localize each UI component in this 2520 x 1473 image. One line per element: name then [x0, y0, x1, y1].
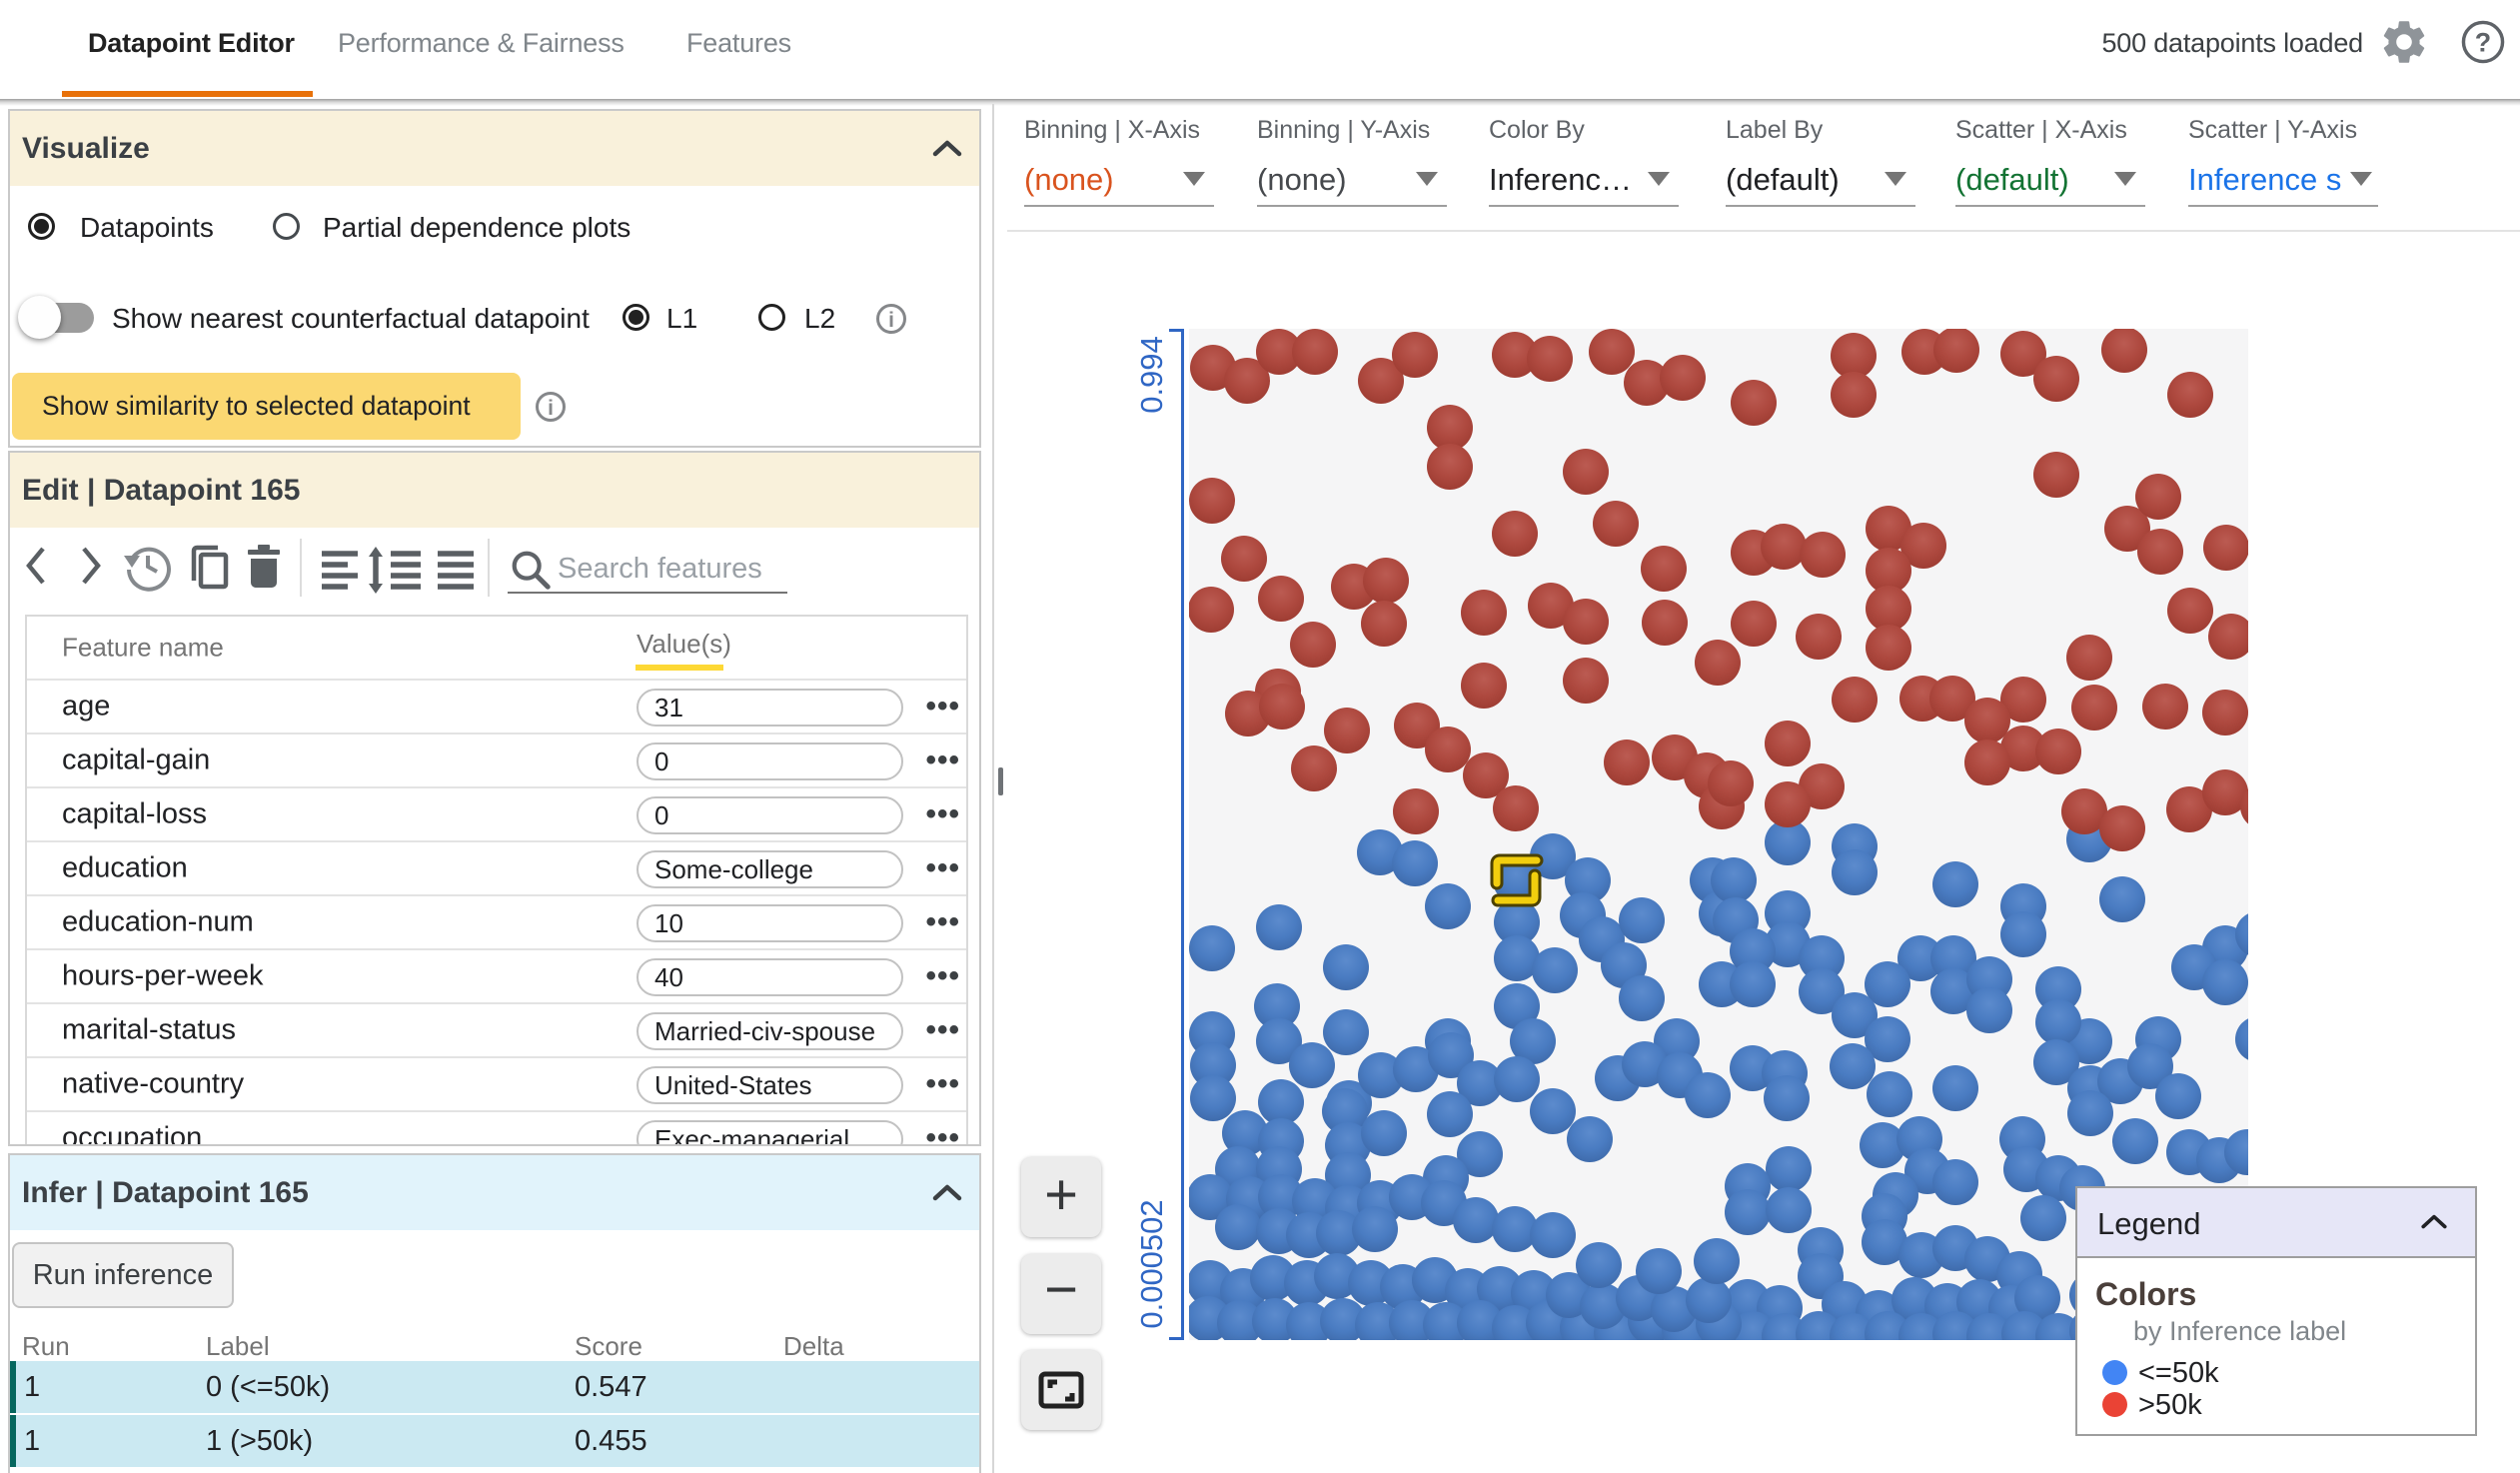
svg-text:0.994: 0.994: [1134, 336, 1169, 414]
svg-text:0.000502: 0.000502: [1134, 1199, 1169, 1328]
svg-text:?: ?: [2475, 28, 2491, 58]
